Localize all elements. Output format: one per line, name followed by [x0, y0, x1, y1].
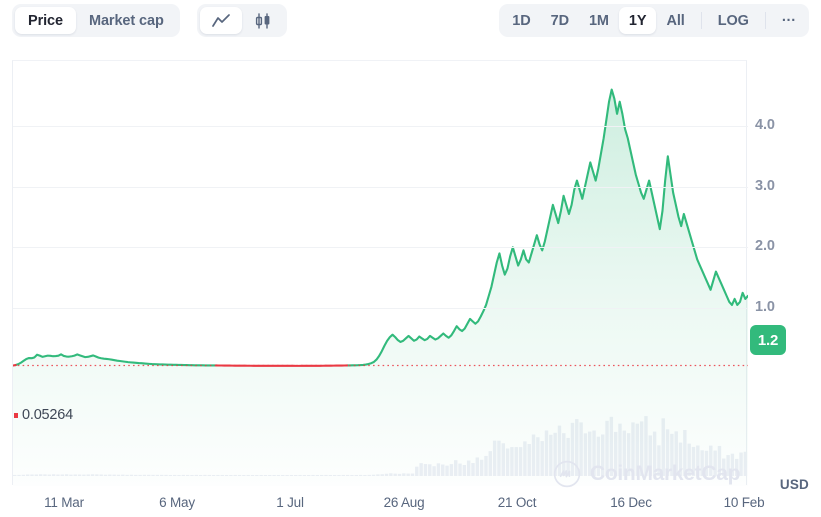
y-axis-label-4: 4.0 [755, 117, 775, 133]
range-1y-button[interactable]: 1Y [618, 7, 657, 34]
x-axis-tick-2: 1 Jul [276, 495, 304, 510]
x-axis-tick-0: 11 Mar [44, 495, 84, 510]
chart-toolbar: Price Market cap [0, 0, 821, 44]
current-price-badge: 1.2 [750, 325, 786, 355]
x-axis-tick-1: 6 May [159, 495, 195, 510]
range-1d-button[interactable]: 1D [502, 7, 540, 34]
x-axis-tick-5: 16 Dec [610, 495, 652, 510]
log-scale-button[interactable]: LOG [708, 7, 759, 34]
candlestick-chart-icon [254, 12, 272, 29]
range-all-label: All [666, 12, 685, 29]
time-range-group: 1D 7D 1M 1Y All LOG ··· [499, 4, 809, 37]
x-axis-tick-3: 26 Aug [383, 495, 425, 510]
chart-type-candlestick-button[interactable] [242, 7, 284, 34]
x-axis-tick-4: 21 Oct [497, 495, 537, 510]
x-axis-tick-6: 10 Feb [723, 495, 765, 510]
y-axis-label-3: 3.0 [755, 177, 775, 194]
toolbar-divider-2 [764, 12, 766, 29]
chart-type-toggle-group [197, 4, 287, 37]
more-options-button[interactable]: ··· [772, 7, 806, 34]
y-axis-label-1: 1.0 [755, 299, 775, 315]
y-axis-label-2: 2.0 [755, 238, 775, 255]
gridline-3 [13, 186, 748, 188]
log-scale-label: LOG [717, 12, 749, 29]
gridline-4 [13, 126, 748, 127]
metric-tab-market-cap-label: Market cap [88, 12, 164, 29]
gridline-1 [13, 308, 748, 309]
chart-type-line-button[interactable] [200, 7, 242, 34]
range-1m-label: 1M [588, 12, 609, 29]
currency-label: USD [779, 477, 809, 492]
plot-area [12, 60, 748, 486]
range-1m-button[interactable]: 1M [579, 7, 619, 34]
x-axis: 11 Mar 6 May 1 Jul 26 Aug 21 Oct 16 Dec … [0, 495, 821, 517]
range-all-button[interactable]: All [656, 7, 694, 34]
metric-tab-price-label: Price [28, 12, 63, 29]
reference-price-label: 0.05264 [22, 407, 74, 423]
gridline-2 [13, 247, 748, 249]
metric-toggle-group: Price Market cap [12, 4, 180, 37]
range-1d-label: 1D [512, 12, 531, 29]
range-7d-button[interactable]: 7D [541, 7, 579, 34]
price-series-svg [13, 88, 748, 486]
reference-price-marker [14, 413, 18, 418]
more-options-icon: ··· [781, 12, 796, 29]
line-chart-icon [212, 13, 230, 28]
range-7d-label: 7D [550, 12, 569, 29]
chart-canvas-area[interactable]: 4.0 3.0 2.0 1.0 1.2 0.05264 CoinMarketCa… [0, 52, 821, 488]
toolbar-divider-1 [700, 12, 702, 29]
metric-tab-market-cap[interactable]: Market cap [76, 7, 177, 34]
range-1y-label: 1Y [628, 12, 647, 29]
metric-tab-price[interactable]: Price [15, 7, 76, 34]
